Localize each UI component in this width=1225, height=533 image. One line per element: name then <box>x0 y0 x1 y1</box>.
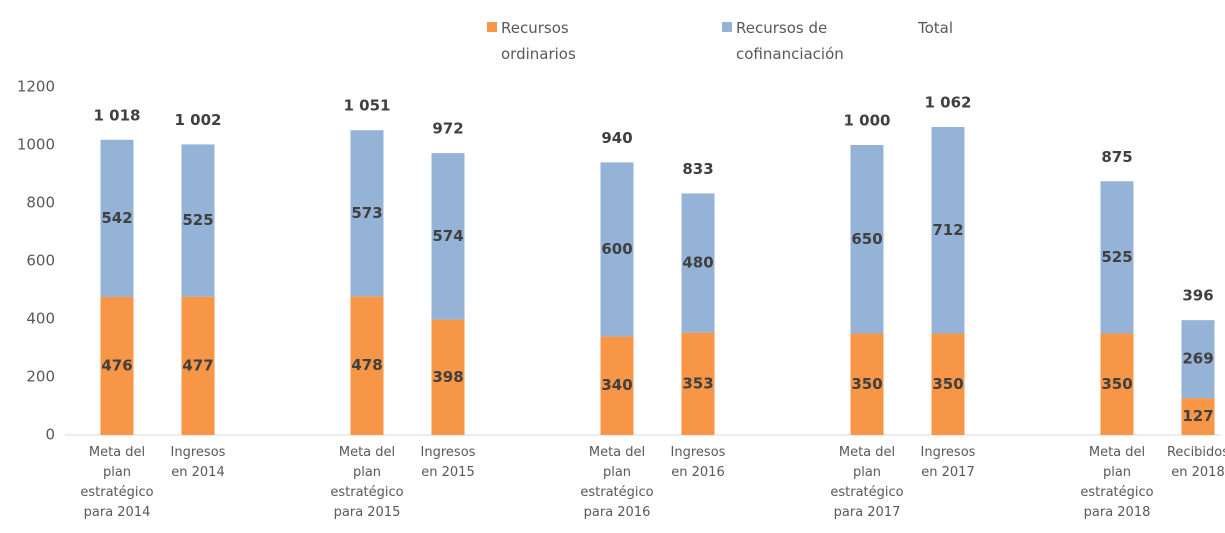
x-tick-label: Meta del plan estratégico para 2018 <box>1080 445 1153 520</box>
bar-segment <box>431 153 465 320</box>
total-label: 1 002 <box>175 111 222 129</box>
y-tick-label: 1200 <box>17 78 55 96</box>
bar-label: 350 <box>932 375 963 393</box>
legend-swatch <box>487 22 497 32</box>
x-tick-label: Ingresos en 2016 <box>671 445 726 480</box>
bar-label: 350 <box>1101 375 1132 393</box>
bar-segment <box>850 145 884 334</box>
bar-label: 712 <box>932 221 963 239</box>
bar-label: 398 <box>432 368 463 386</box>
bar-label: 353 <box>682 374 713 392</box>
y-tick-label: 0 <box>45 426 55 444</box>
bar-segment <box>681 332 715 435</box>
total-label: 972 <box>432 120 463 138</box>
bar-segment <box>1181 398 1215 435</box>
legend-label: Total <box>917 19 953 37</box>
total-label: 1 018 <box>94 106 141 124</box>
total-label: 875 <box>1101 148 1132 166</box>
x-tick-label: Ingresos en 2015 <box>421 445 476 480</box>
bar-label: 542 <box>101 209 132 227</box>
y-tick-label: 400 <box>26 310 55 328</box>
y-tick-label: 1000 <box>17 136 55 154</box>
x-tick-label: Meta del plan estratégico para 2017 <box>830 445 903 520</box>
bar-segment <box>100 296 134 435</box>
bar-segment <box>931 333 965 435</box>
bar-segment <box>1181 320 1215 399</box>
bar-segment <box>1100 181 1134 334</box>
bar-segment <box>850 333 884 435</box>
bar-segment <box>181 144 215 297</box>
bar-label: 525 <box>1101 248 1132 266</box>
x-tick-label: Ingresos en 2017 <box>921 445 976 480</box>
y-tick-label: 200 <box>26 368 55 386</box>
x-tick-label: Recibidos en 2018 <box>1167 445 1225 480</box>
bar-label: 650 <box>851 230 882 248</box>
bar-label: 476 <box>101 356 132 374</box>
total-label: 940 <box>601 129 632 147</box>
bar-label: 480 <box>682 254 713 272</box>
bar-segment <box>350 130 384 297</box>
bar-label: 525 <box>182 211 213 229</box>
total-label: 1 000 <box>844 112 891 130</box>
bar-label: 574 <box>432 227 463 245</box>
bar-segment <box>181 296 215 435</box>
bar-label: 269 <box>1182 350 1213 368</box>
bar-segment <box>350 296 384 435</box>
y-tick-label: 800 <box>26 194 55 212</box>
y-tick-label: 600 <box>26 252 55 270</box>
bar-label: 127 <box>1182 407 1213 425</box>
bar-segment <box>431 319 465 435</box>
bar-segment <box>931 127 965 334</box>
total-label: 396 <box>1182 287 1213 305</box>
legend-label: Recursos ordinarios <box>501 19 576 63</box>
x-tick-label: Meta del plan estratégico para 2016 <box>580 445 653 520</box>
bar-segment <box>681 193 715 333</box>
x-tick-label: Meta del plan estratégico para 2014 <box>80 445 153 520</box>
bar-label: 340 <box>601 376 632 394</box>
total-label: 833 <box>682 160 713 178</box>
bar-label: 477 <box>182 356 213 374</box>
total-label: 1 051 <box>344 97 391 115</box>
x-tick-label: Meta del plan estratégico para 2015 <box>330 445 403 520</box>
bar-segment <box>600 162 634 337</box>
bar-segment <box>1100 333 1134 435</box>
legend-label: Recursos de cofinanciación <box>736 19 844 63</box>
bar-label: 478 <box>351 356 382 374</box>
legend-swatch <box>722 22 732 32</box>
bar-label: 600 <box>601 240 632 258</box>
bar-label: 573 <box>351 204 382 222</box>
bar-segment <box>100 139 134 297</box>
total-label: 1 062 <box>925 94 972 112</box>
bar-label: 350 <box>851 375 882 393</box>
bar-segment <box>600 336 634 435</box>
x-tick-label: Ingresos en 2014 <box>171 445 226 480</box>
